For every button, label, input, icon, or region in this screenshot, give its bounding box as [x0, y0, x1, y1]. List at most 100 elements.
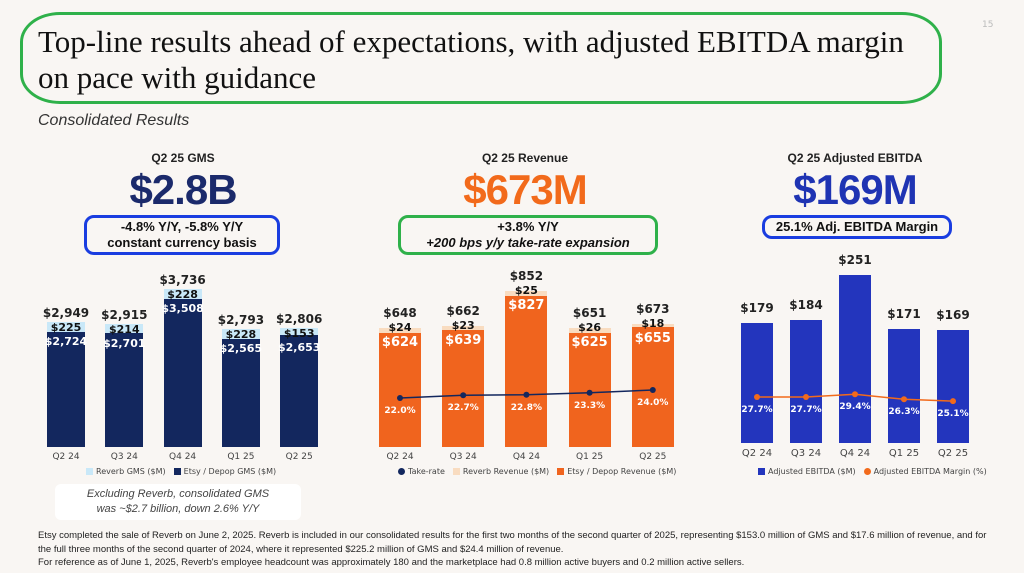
title-highlight	[20, 12, 942, 104]
gms-note-box: Excluding Reverb, consolidated GMS was ~$…	[55, 484, 301, 520]
bar-total-label: $673	[636, 301, 670, 316]
bar-value-label: $153	[283, 327, 315, 341]
bar-value-label: $624	[381, 335, 419, 351]
bar-total-label: $2,806	[276, 312, 323, 327]
bar-adjusted-ebitda-m-	[839, 275, 871, 443]
x-tick-label: Q3 24	[790, 448, 822, 459]
note-line: -4.8% Y/Y, -5.8% Y/Y	[120, 219, 244, 234]
legend-item: Adjusted EBITDA Margin (%)	[863, 467, 987, 477]
ebitda-kpi-note: 25.1% Adj. EBITDA Margin	[762, 215, 952, 239]
bar-value-label: $2,565	[219, 341, 263, 355]
bar-reverb-revenue-m-	[568, 327, 611, 333]
bar-value-label: $25	[514, 284, 538, 297]
bar-reverb-gms-m-	[47, 322, 85, 332]
legend-swatch	[863, 468, 871, 475]
legend-item: Reverb GMS ($M)	[86, 467, 166, 477]
x-tick-label: Q4 24	[512, 452, 540, 462]
bar-total-label: $184	[789, 297, 823, 312]
bar-value-label: $26	[578, 320, 602, 334]
bar-reverb-gms-m-	[221, 328, 260, 339]
bar-total-label: $251	[838, 253, 872, 267]
legend-swatch	[86, 468, 93, 475]
bar-reverb-revenue-m-	[379, 328, 421, 333]
bar-total-label: $3,736	[159, 273, 206, 287]
bar-etsy-depop-gms-m-	[47, 331, 85, 447]
note-line: +200 bps y/y take-rate expansion	[426, 235, 630, 250]
bar-value-label: $24	[388, 321, 412, 335]
legend-swatch	[398, 468, 405, 475]
legend-label: Etsy / Depop Revenue ($M)	[567, 467, 677, 476]
note-line: Excluding Reverb, consolidated GMS	[86, 488, 270, 500]
x-tick-label: Q1 25	[576, 452, 604, 462]
note-line: was ~$2.7 billion, down 2.6% Y/Y	[96, 503, 260, 515]
legend-item: Etsy / Depop Revenue ($M)	[557, 467, 676, 477]
line-value-label: 27.7%	[741, 405, 773, 415]
x-tick-label: Q1 25	[227, 452, 255, 462]
bar-reverb-gms-m-	[163, 289, 202, 299]
line-value-label: 29.4%	[839, 402, 871, 413]
x-tick-label: Q3 24	[449, 452, 477, 462]
bar-value-label: $225	[50, 321, 82, 335]
revenue-kpi-label: Q2 25 Revenue	[481, 151, 569, 165]
x-tick-label: Q2 25	[285, 452, 313, 462]
bar-total-label: $662	[446, 303, 480, 318]
chart-legend: Reverb GMS ($M) Etsy / Depop GMS ($M)	[86, 467, 276, 477]
note-line: 25.1% Adj. EBITDA Margin	[775, 219, 939, 234]
section-subtitle: Consolidated Results	[38, 112, 190, 129]
page-title: Top-line results ahead of expectations, …	[38, 24, 904, 95]
x-tick-label: Q2 24	[386, 452, 414, 462]
bar-total-label: $2,793	[217, 312, 265, 327]
revenue-kpi-note: +3.8% Y/Y +200 bps y/y take-rate expansio…	[398, 215, 658, 255]
bar-total-label: $169	[936, 307, 970, 322]
note-line: constant currency basis	[107, 235, 257, 250]
bar-value-label: $639	[445, 332, 482, 348]
bar-value-label: $655	[634, 330, 671, 346]
bar-reverb-revenue-m-	[442, 325, 485, 330]
note-line: +3.8% Y/Y	[497, 219, 559, 234]
ebitda-kpi-label: Q2 25 Adjusted EBITDA	[787, 151, 923, 165]
x-tick-label: Q2 24	[741, 448, 773, 459]
legend-swatch	[173, 468, 181, 475]
bar-adjusted-ebitda-m-	[937, 329, 969, 443]
legend-label: Reverb Revenue ($M)	[462, 467, 550, 476]
bar-reverb-revenue-m-	[505, 291, 548, 296]
bar-value-label: $214	[108, 322, 140, 336]
legend-label: Adjusted EBITDA Margin (%)	[873, 467, 987, 476]
line-value-label: 22.7%	[447, 403, 479, 414]
bar-etsy-depop-gms-m-	[163, 298, 202, 447]
bar-reverb-revenue-m-	[631, 323, 674, 328]
ebitda-kpi-value: $169M	[793, 166, 917, 213]
legend-item: Adjusted EBITDA ($M)	[758, 467, 856, 477]
line-value-label: 27.7%	[790, 405, 822, 415]
legend-label: Adjusted EBITDA ($M)	[768, 467, 856, 476]
bar-value-label: $228	[225, 327, 257, 341]
line-value-label: 22.8%	[510, 402, 542, 413]
legend-swatch	[452, 468, 460, 475]
legend-label: Take-rate	[408, 467, 445, 476]
x-tick-label: Q2 24	[52, 452, 80, 462]
bar-value-label: $18	[641, 316, 665, 330]
bar-etsy-depop-gms-m-	[280, 334, 319, 447]
revenue-kpi-value: $673M	[463, 166, 587, 213]
legend-swatch	[557, 468, 565, 475]
bar-value-label: $625	[571, 334, 608, 350]
bar-reverb-gms-m-	[280, 328, 319, 335]
footnote-line: For reference as of June 1, 2025, Reverb…	[38, 557, 745, 568]
x-tick-label: Q2 25	[639, 452, 667, 462]
bar-value-label: $827	[508, 298, 545, 313]
bar-adjusted-ebitda-m-	[888, 328, 920, 443]
bar-value-label: $2,653	[277, 341, 321, 355]
bar-total-label: $171	[887, 306, 921, 321]
chart-legend: Take-rate Reverb Revenue ($M) Etsy / Depop…	[398, 467, 676, 477]
bar-total-label: $651	[572, 305, 607, 320]
x-tick-label: Q3 24	[110, 452, 138, 462]
line-value-label: 22.0%	[384, 406, 416, 416]
bar-total-label: $2,915	[101, 307, 148, 322]
gms-kpi-note: -4.8% Y/Y, -5.8% Y/Y constant currency ba…	[84, 215, 280, 255]
footnote: Etsy completed the sale of Reverb on Jun…	[38, 529, 998, 570]
x-tick-label: Q4 24	[169, 452, 197, 462]
line-value-label: 23.3%	[573, 400, 606, 411]
footnote-line: Etsy completed the sale of Reverb on Jun…	[38, 530, 987, 555]
line-value-label: 26.3%	[888, 407, 920, 418]
bar-adjusted-ebitda-m-	[790, 319, 822, 443]
